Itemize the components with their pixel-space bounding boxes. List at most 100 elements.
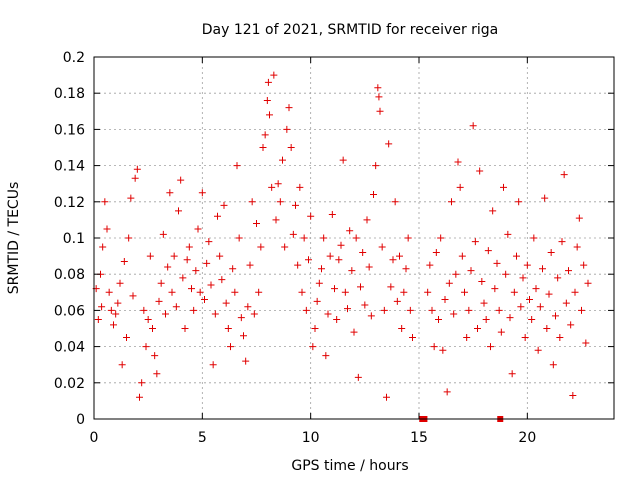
data-point xyxy=(198,189,206,197)
chart-title: Day 121 of 2021, SRMTID for receiver rig… xyxy=(202,22,499,38)
data-point xyxy=(346,227,354,235)
data-point xyxy=(313,297,321,305)
data-point xyxy=(305,256,312,264)
data-point xyxy=(326,252,334,260)
data-point xyxy=(526,296,533,304)
data-point xyxy=(487,343,494,351)
data-point xyxy=(558,238,566,246)
data-point xyxy=(582,339,590,347)
data-point xyxy=(276,198,284,206)
y-tick-label: 0.18 xyxy=(54,86,85,102)
data-point xyxy=(532,285,540,293)
data-point xyxy=(285,104,293,112)
data-point xyxy=(315,279,323,287)
data-point xyxy=(253,220,260,228)
y-tick-label: 0.04 xyxy=(54,340,85,356)
data-point xyxy=(467,267,475,275)
data-point xyxy=(231,288,239,296)
data-point xyxy=(528,315,536,323)
data-point xyxy=(168,288,176,296)
data-point xyxy=(266,111,273,119)
data-point xyxy=(378,243,386,251)
data-point xyxy=(264,78,272,86)
data-point xyxy=(237,314,245,322)
data-point xyxy=(497,328,505,336)
data-point xyxy=(573,243,581,251)
data-point xyxy=(214,212,221,220)
y-tick-label: 0.2 xyxy=(63,50,85,66)
data-point xyxy=(474,325,481,332)
data-point xyxy=(257,243,265,251)
data-point xyxy=(190,306,198,314)
data-point xyxy=(255,288,263,296)
data-point xyxy=(149,325,156,332)
data-point xyxy=(120,258,128,266)
data-point xyxy=(565,267,572,275)
x-tick-label: 15 xyxy=(410,430,428,446)
data-point xyxy=(402,265,410,273)
data-point xyxy=(435,315,442,323)
data-point xyxy=(162,310,169,318)
data-point xyxy=(543,325,551,332)
data-point xyxy=(289,230,297,238)
data-point xyxy=(554,274,562,282)
data-point xyxy=(302,306,310,314)
data-point xyxy=(218,276,226,284)
data-point xyxy=(465,306,473,314)
data-point xyxy=(400,288,408,296)
y-tick-label: 0.12 xyxy=(54,195,85,211)
data-point xyxy=(233,162,241,170)
data-point xyxy=(153,370,161,378)
data-point xyxy=(569,391,577,399)
data-point xyxy=(166,189,174,197)
data-point xyxy=(311,325,319,332)
data-point xyxy=(220,201,228,209)
x-tick-label: 20 xyxy=(518,430,536,446)
data-point xyxy=(235,234,243,242)
x-tick-label: 5 xyxy=(198,430,207,446)
data-point xyxy=(177,176,185,184)
x-tick-label: 0 xyxy=(90,430,99,446)
data-point xyxy=(344,305,351,313)
data-point xyxy=(185,243,193,251)
data-point xyxy=(116,279,124,287)
data-point xyxy=(341,288,349,296)
data-point xyxy=(430,343,438,351)
data-point xyxy=(469,122,477,130)
data-point xyxy=(571,288,579,296)
data-point xyxy=(259,144,267,151)
data-point xyxy=(441,296,449,304)
data-point xyxy=(541,194,549,202)
data-point xyxy=(519,274,527,282)
data-point xyxy=(105,288,113,296)
data-point xyxy=(294,261,302,269)
data-point xyxy=(157,279,165,287)
data-point xyxy=(424,288,432,296)
data-point xyxy=(114,299,122,307)
data-point xyxy=(380,306,388,314)
data-point xyxy=(103,225,111,233)
data-point xyxy=(517,303,525,311)
data-point xyxy=(110,321,117,329)
data-point xyxy=(211,310,219,318)
data-point xyxy=(322,352,330,360)
data-point xyxy=(170,252,178,260)
data-point xyxy=(350,328,358,336)
data-point xyxy=(547,248,555,256)
data-point xyxy=(179,274,187,282)
data-point xyxy=(480,299,488,307)
data-point xyxy=(248,198,256,206)
data-point xyxy=(491,285,499,293)
data-point xyxy=(534,346,542,354)
data-point xyxy=(363,216,371,224)
data-point xyxy=(478,277,486,285)
data-point xyxy=(549,361,557,369)
data-point xyxy=(94,315,102,323)
data-point xyxy=(274,180,282,188)
data-point xyxy=(125,234,133,242)
data-point xyxy=(112,310,120,318)
data-point xyxy=(409,334,416,342)
data-point xyxy=(567,321,575,329)
grid-lines xyxy=(94,57,614,419)
